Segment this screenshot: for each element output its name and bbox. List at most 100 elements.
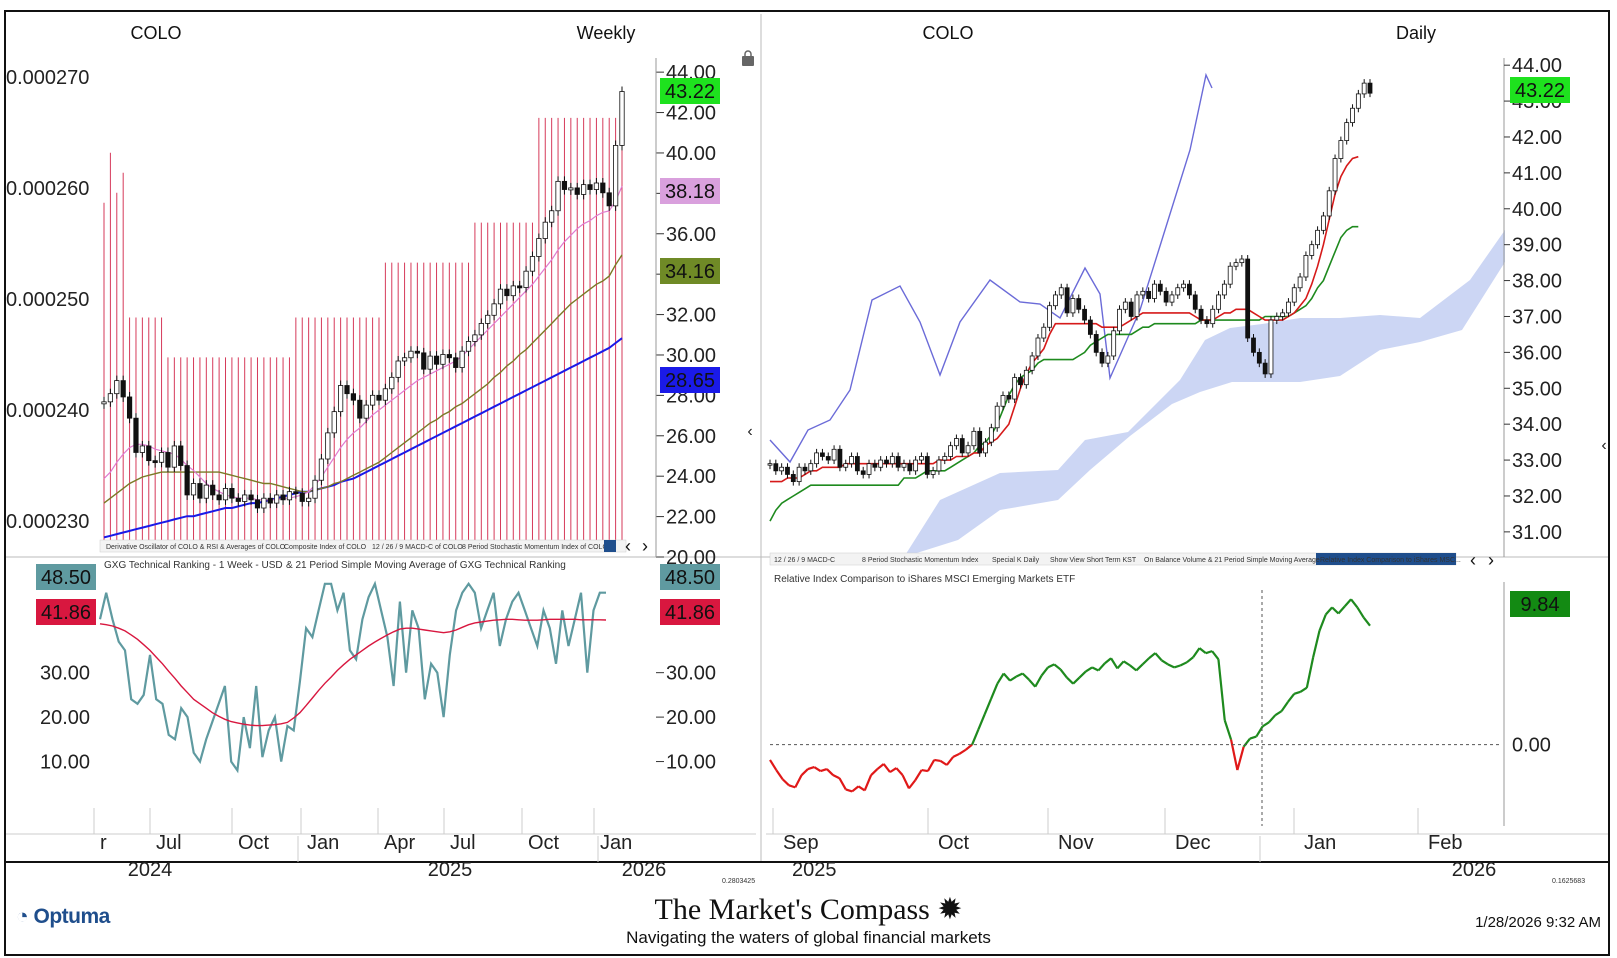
candle-body <box>114 380 120 395</box>
candle-body <box>549 210 555 223</box>
candle-body <box>1117 308 1122 332</box>
right-x-month: Jan <box>1304 832 1336 854</box>
relative-index-segment <box>1141 657 1150 666</box>
relative-index-segment <box>958 748 967 755</box>
price-tick-label: 22.00 <box>666 507 716 529</box>
candle-body <box>568 187 574 191</box>
candle-body <box>1221 283 1227 296</box>
relative-index-segment <box>895 767 904 776</box>
relative-index-line <box>769 598 1371 793</box>
relative-index-segment <box>775 769 784 780</box>
candle-body <box>796 466 802 483</box>
left-tab-active-marker <box>604 540 616 552</box>
gxg-ranking-line <box>98 580 606 774</box>
relative-index-segment <box>1097 662 1106 672</box>
relative-index-segment <box>1249 735 1257 740</box>
gxg-sma-badge-right-bg <box>660 599 720 625</box>
candle-body <box>254 499 261 509</box>
candle-body <box>1361 82 1367 95</box>
left-tab-strip <box>99 539 627 553</box>
candle-body <box>1157 283 1163 292</box>
relative-index-segment <box>1002 672 1011 682</box>
candle-body <box>286 491 293 501</box>
lock-icon <box>742 56 754 66</box>
relative-index-segment <box>794 774 803 788</box>
timestamp: 1/28/2026 9:32 AM <box>1475 914 1601 931</box>
candle-body <box>872 463 878 468</box>
candle-body <box>306 497 312 502</box>
candle-body <box>542 221 548 239</box>
relative-index-segment <box>1280 701 1289 712</box>
candle-body <box>1053 294 1058 307</box>
candle-body <box>1256 351 1262 364</box>
candle-body <box>1204 319 1210 325</box>
relative-index-segment <box>1123 660 1131 667</box>
relative-index-segment <box>1337 605 1346 615</box>
left-axis-tick: 0.000260 <box>6 178 89 200</box>
gxg-sma-badge-left: 41.86 <box>41 602 91 624</box>
candle-body <box>1233 262 1239 267</box>
candle-body <box>421 352 427 370</box>
candle-body <box>1146 290 1152 299</box>
candle-body <box>1210 308 1216 325</box>
candle-body <box>971 430 977 447</box>
candle-body <box>901 463 907 468</box>
relative-index-segment <box>1116 660 1125 670</box>
candle-body <box>229 488 235 499</box>
candle-body <box>318 458 325 481</box>
candle-body <box>497 288 504 305</box>
relative-index-segment <box>1034 674 1043 688</box>
relative-index-segment <box>1091 666 1099 672</box>
candle-body <box>523 270 529 288</box>
relative-index-segment <box>1021 672 1030 681</box>
right-x-month: Sep <box>783 832 819 854</box>
relative-index-segment <box>971 728 980 746</box>
relative-index-segment <box>882 763 891 773</box>
candle-body <box>1058 287 1064 296</box>
relative-index-segment <box>1362 616 1371 627</box>
price-tick-label: 36.00 <box>666 224 716 246</box>
relative-index-segment <box>851 785 860 793</box>
gxg-left-tick: 10.00 <box>40 752 90 774</box>
relative-index-segment <box>952 752 960 758</box>
candle-body <box>1187 283 1192 296</box>
relative-index-segment <box>1318 614 1327 632</box>
candle-body <box>919 456 924 461</box>
lock-icon-shackle <box>744 50 752 57</box>
candle-body <box>344 385 350 395</box>
left-x-month: Jan <box>307 832 339 854</box>
candle-body <box>555 180 561 212</box>
candle-body <box>1286 301 1291 314</box>
candle-body <box>517 285 523 289</box>
candle-body <box>107 393 113 403</box>
candle-body <box>261 497 267 509</box>
relative-index-badge-bg <box>1510 591 1570 617</box>
relative-index-segment <box>990 683 999 700</box>
relative-index-segment <box>1356 606 1365 619</box>
relative-index-segment <box>1053 663 1062 671</box>
relative-index-segment <box>876 763 885 770</box>
candle-body <box>814 452 820 465</box>
candle-body <box>158 452 165 463</box>
candle-body <box>1140 290 1146 296</box>
candle-body <box>325 432 331 460</box>
candle-body <box>427 355 433 370</box>
candle-body <box>1320 215 1326 231</box>
candle-body <box>1291 287 1297 303</box>
left-x-month: Jul <box>450 832 476 854</box>
candle-body <box>936 459 942 472</box>
candle-body <box>849 456 854 465</box>
candle-body <box>1338 140 1344 159</box>
candle-body <box>1350 107 1355 124</box>
candle-body <box>139 445 145 453</box>
candle-body <box>767 463 773 466</box>
lagging-span-line <box>769 72 1213 464</box>
relative-index-segment <box>1135 663 1144 672</box>
candle-body <box>561 180 568 190</box>
candle-body <box>1280 312 1286 317</box>
relative-index-segment <box>1167 663 1175 669</box>
candle-body <box>1309 244 1315 256</box>
candle-body <box>948 445 953 457</box>
left-x-month: r <box>100 832 107 854</box>
